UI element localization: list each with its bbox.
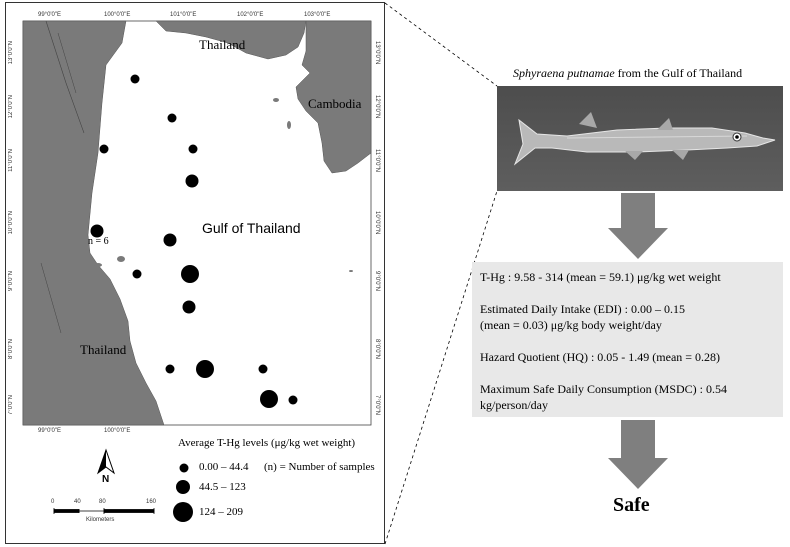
scale-bar: [53, 508, 155, 514]
lat-tick-right: 12°0'0"N: [374, 95, 380, 119]
legend-dot-large: [173, 502, 193, 522]
land-north: [155, 20, 307, 60]
lat-tick-right: 11°0'0"N: [374, 149, 380, 172]
label-n-annotation: n = 6: [88, 236, 109, 247]
scale-tick: 40: [74, 499, 81, 505]
legend-range-large: 124 – 209: [199, 506, 243, 518]
label-cambodia: Cambodia: [308, 96, 362, 111]
down-arrow-icon: [608, 420, 668, 489]
land-east: [295, 20, 372, 174]
sample-dot: [258, 364, 268, 374]
sample-dot: [188, 144, 198, 154]
sample-dot: [90, 224, 104, 238]
scale-unit: Kilometers: [86, 517, 115, 523]
sample-dot: [163, 233, 177, 247]
lon-tick-top: 99°0'0"E: [38, 12, 62, 18]
fish-caption-suffix: from the Gulf of Thailand: [614, 66, 743, 80]
sample-dot: [196, 360, 214, 378]
island: [94, 263, 102, 267]
map-graphic: [22, 20, 372, 522]
legend-symbols: [173, 463, 193, 522]
legend-note: (n) = Number of samples: [264, 461, 375, 473]
label-gulf: Gulf of Thailand: [202, 220, 301, 236]
legend-dot-small: [179, 463, 189, 473]
sample-dot: [260, 390, 278, 408]
legend-range-small: 0.00 – 44.4: [199, 461, 249, 473]
barracuda-image: [513, 112, 776, 166]
lon-tick-top: 103°0'0"E: [304, 12, 331, 18]
info-thg: T-Hg : 9.58 - 314 (mean = 59.1) μg/kg we…: [480, 270, 721, 284]
lon-tick-bottom: 99°0'0"E: [38, 428, 62, 434]
sample-dot: [165, 364, 175, 374]
lon-tick-bottom: 100°0'0"E: [104, 428, 131, 434]
info-msdc-line1: Maximum Safe Daily Consumption (MSDC) : …: [480, 382, 727, 396]
north-arrow-icon: [96, 448, 116, 475]
info-edi-line1: Estimated Daily Intake (EDI) : 0.00 – 0.…: [480, 302, 685, 316]
lat-tick-right: 10°0'0"N: [374, 211, 380, 235]
down-arrow-icon: [608, 193, 668, 259]
sample-dot: [185, 174, 199, 188]
sample-sites: [90, 74, 298, 408]
sample-dot: [99, 144, 109, 154]
info-box: T-Hg : 9.58 - 314 (mean = 59.1) μg/kg we…: [472, 262, 783, 417]
info-msdc-line2: kg/person/day: [480, 398, 548, 412]
fish-species: Sphyraena putnamae: [513, 66, 615, 80]
map-panel: 99°0'0"E 100°0'0"E 101°0'0"E 102°0'0"E 1…: [5, 2, 385, 544]
legend-dot-medium: [176, 480, 190, 494]
fish-caption: Sphyraena putnamae from the Gulf of Thai…: [513, 66, 742, 81]
info-edi-line2: (mean = 0.03) μg/kg body weight/day: [480, 318, 662, 332]
island: [287, 121, 291, 129]
lon-tick-top: 100°0'0"E: [104, 12, 131, 18]
lon-tick-top: 101°0'0"E: [170, 12, 197, 18]
lat-tick-right: 7°0'0"N: [374, 395, 380, 416]
sample-dot: [182, 300, 196, 314]
sample-dot: [167, 113, 177, 123]
sample-dot: [181, 265, 199, 283]
label-thailand-south: Thailand: [80, 342, 127, 357]
sample-dot: [130, 74, 140, 84]
lat-tick-right: 8°0'0"N: [374, 339, 380, 360]
label-thailand-north: Thailand: [199, 37, 246, 52]
scale-tick: 0: [51, 499, 55, 505]
sample-dot: [288, 395, 298, 405]
info-hq: Hazard Quotient (HQ) : 0.05 - 1.49 (mean…: [480, 350, 721, 364]
sample-dot: [132, 269, 142, 279]
scale-tick: 80: [99, 499, 106, 505]
island: [273, 98, 279, 102]
lat-tick-right: 9°0'0"N: [374, 271, 380, 292]
lon-tick-top: 102°0'0"E: [237, 12, 264, 18]
island: [349, 270, 353, 272]
scale-tick: 160: [146, 499, 157, 505]
legend-title: Average T-Hg levels (μg/kg wet weight): [178, 437, 356, 449]
fish-photo: [497, 86, 783, 191]
north-label: N: [102, 474, 110, 485]
legend-range-medium: 44.5 – 123: [199, 481, 246, 493]
verdict-safe: Safe: [613, 494, 650, 516]
island: [117, 256, 125, 262]
lat-tick-right: 13°0'0"N: [374, 41, 380, 65]
